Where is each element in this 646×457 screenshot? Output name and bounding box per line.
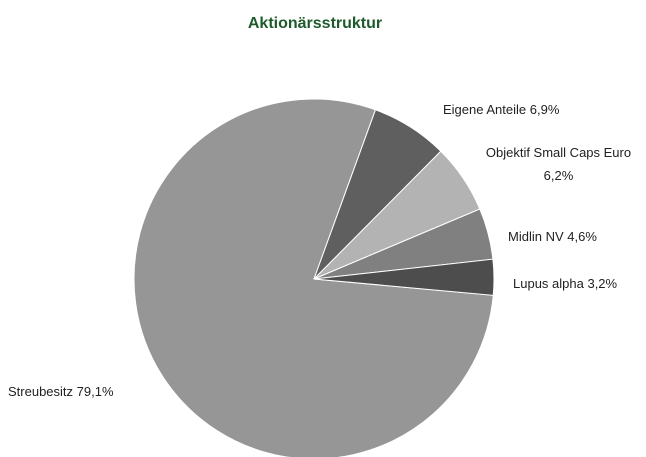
- category-name: Streubesitz: [8, 384, 74, 399]
- slice-label: Streubesitz 79,1%: [8, 380, 114, 403]
- pie-slice: [313, 258, 495, 296]
- value-label: 6,2%: [543, 168, 574, 183]
- pie-slice: [133, 98, 494, 457]
- slice-label: Objektif Small Caps Euro 6,2%: [476, 141, 641, 187]
- value-label: 4,6%: [567, 229, 597, 244]
- value-label: 6,9%: [529, 102, 560, 117]
- slice-label: Lupus alpha 3,2%: [513, 272, 617, 295]
- chart-title: Aktionärsstruktur: [247, 15, 383, 32]
- category-name: Eigene Anteile: [443, 102, 527, 117]
- value-label: 79,1%: [76, 384, 114, 399]
- value-label: 3,2%: [587, 276, 618, 291]
- category-name: Midlin NV: [508, 229, 564, 244]
- category-name: Objektif Small Caps Euro: [485, 145, 632, 160]
- category-name: Lupus alpha: [513, 276, 584, 291]
- slice-label: Midlin NV 4,6%: [508, 225, 597, 248]
- slice-label: Eigene Anteile 6,9%: [443, 98, 559, 121]
